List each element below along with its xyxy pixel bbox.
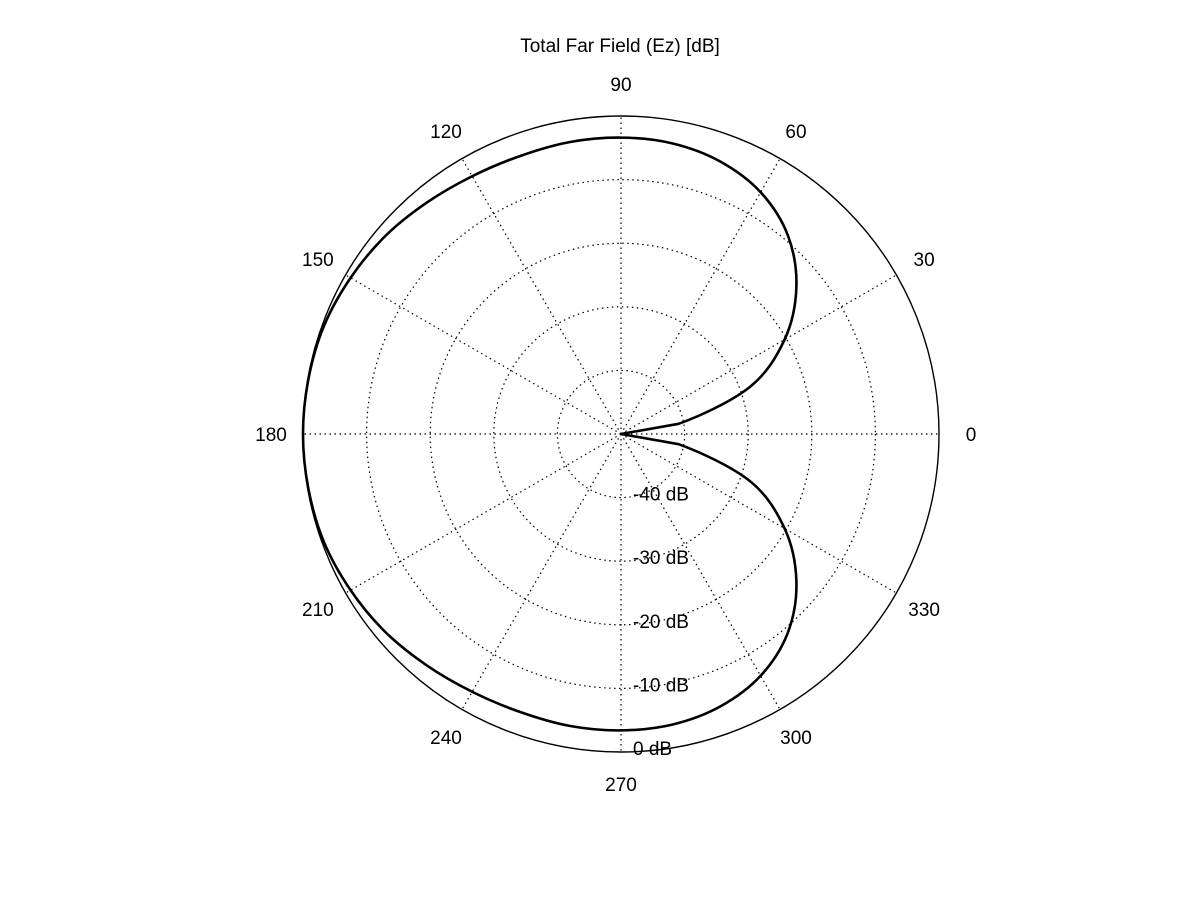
angle-tick-label: 30 <box>914 250 935 271</box>
radial-tick-label: -20 dB <box>633 612 689 633</box>
angular-grid-spoke <box>620 433 897 594</box>
angular-grid-spoke <box>620 274 897 435</box>
angle-tick-label: 210 <box>302 600 334 621</box>
angular-grid-spoke <box>461 158 622 435</box>
axis-labels: 0 30 60 90 120 150 180 210 240 270 300 330 -40 dB -30… <box>255 75 976 796</box>
radial-tick-label: 0 dB <box>633 739 672 760</box>
radial-tick-label: -40 dB <box>633 485 689 506</box>
angle-tick-label: 0 <box>966 425 977 446</box>
angle-tick-label: 180 <box>255 425 287 446</box>
angle-tick-label: 90 <box>610 75 631 96</box>
outer-circle <box>302 115 940 753</box>
angle-tick-label: 240 <box>430 728 462 749</box>
polar-grid <box>303 116 939 752</box>
angle-tick-label: 330 <box>908 600 940 621</box>
angular-grid-spoke <box>345 274 622 435</box>
radial-tick-label: -10 dB <box>633 675 689 696</box>
radial-grid-ring <box>556 369 686 499</box>
angle-tick-label: 270 <box>605 775 637 796</box>
radial-tick-label: -30 dB <box>633 548 689 569</box>
angular-grid-spoke <box>461 433 622 710</box>
angle-tick-label: 60 <box>785 122 806 143</box>
angle-tick-label: 120 <box>430 122 462 143</box>
angle-tick-label: 150 <box>302 250 334 271</box>
outer-frame <box>302 115 940 753</box>
angle-tick-label: 300 <box>780 728 812 749</box>
chart-title: Total Far Field (Ez) [dB] <box>520 36 720 57</box>
angular-grid-spoke <box>620 433 781 710</box>
radial-grid-ring <box>493 306 749 562</box>
radial-grid-ring <box>366 179 876 689</box>
angular-grid-spoke <box>620 158 781 435</box>
angular-grid-spoke <box>345 433 622 594</box>
